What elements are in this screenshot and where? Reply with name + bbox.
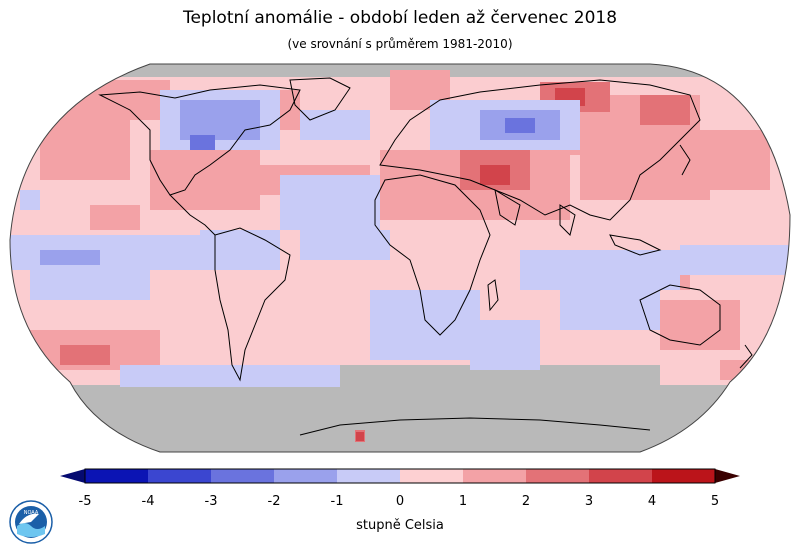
antarctic-no-data xyxy=(10,385,790,452)
color-scale-cell xyxy=(589,469,653,483)
color-scale-unit-label: stupně Celsia xyxy=(356,518,444,533)
color-scale-cell xyxy=(337,469,401,483)
color-scale-cell xyxy=(211,469,275,483)
color-scale-tick-label: -2 xyxy=(267,494,281,509)
color-scale-tick-label: -1 xyxy=(330,494,344,509)
color-scale-cell xyxy=(652,469,716,483)
color-scale-tick-label: 4 xyxy=(647,494,657,509)
color-scale-tick-label: 1 xyxy=(458,494,468,509)
color-scale-cell xyxy=(274,469,338,483)
color-scale-tick-label: -3 xyxy=(204,494,218,509)
svg-text:NOAA: NOAA xyxy=(24,510,39,516)
color-scale-cell xyxy=(400,469,464,483)
color-scale-min-arrow xyxy=(60,469,85,483)
map-subtitle: (ve srovnání s průměrem 1981-2010) xyxy=(287,37,513,51)
color-scale-cell xyxy=(85,469,149,483)
color-scale-tick-label: -5 xyxy=(78,494,92,509)
map-title: Teplotní anomálie - období leden až červ… xyxy=(182,8,618,28)
color-scale-tick-label: 2 xyxy=(521,494,531,509)
globe-outline xyxy=(9,63,791,453)
color-scale-tick-label: 0 xyxy=(395,494,405,509)
color-scale-tick-label: 5 xyxy=(710,494,720,509)
color-scale-cell xyxy=(148,469,212,483)
color-scale-cell xyxy=(463,469,527,483)
color-scale-bar xyxy=(60,468,740,484)
world-temperature-anomaly-map xyxy=(9,63,791,453)
color-scale-cell xyxy=(526,469,590,483)
coastlines xyxy=(98,77,753,436)
color-scale-tick-label: -4 xyxy=(141,494,155,509)
noaa-logo: NOAA xyxy=(9,500,53,544)
color-scale-max-arrow xyxy=(715,469,740,483)
color-scale-tick-label: 3 xyxy=(584,494,594,509)
